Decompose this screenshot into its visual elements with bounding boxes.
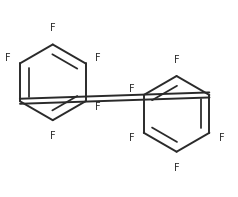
Text: F: F <box>129 85 134 94</box>
Text: F: F <box>174 163 179 173</box>
Text: F: F <box>129 133 134 143</box>
Text: F: F <box>50 23 55 33</box>
Text: F: F <box>174 55 179 65</box>
Text: F: F <box>50 131 55 141</box>
Text: F: F <box>95 102 101 112</box>
Text: F: F <box>219 133 224 143</box>
Text: F: F <box>95 53 101 63</box>
Text: F: F <box>5 53 10 63</box>
